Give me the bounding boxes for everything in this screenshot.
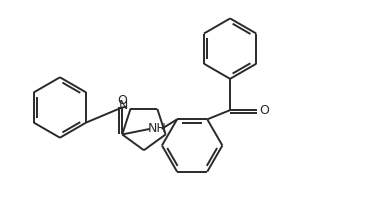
Text: O: O xyxy=(259,104,269,117)
Text: NH: NH xyxy=(148,122,166,135)
Text: N: N xyxy=(119,99,129,112)
Text: O: O xyxy=(117,94,127,107)
